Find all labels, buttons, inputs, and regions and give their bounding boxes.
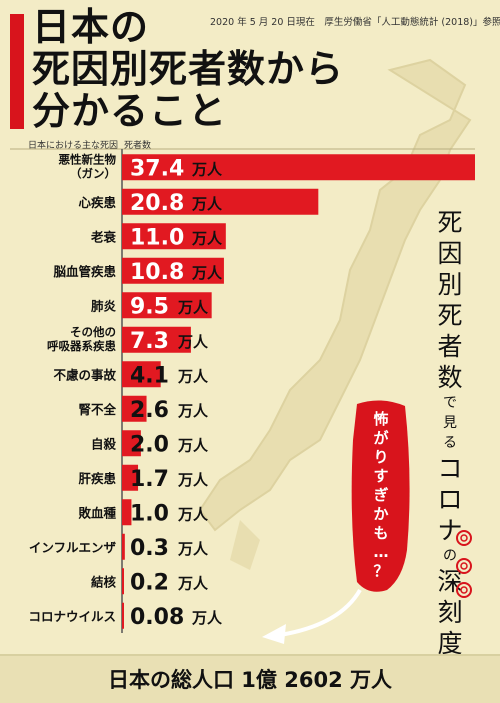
value-label: 2.0: [130, 432, 169, 457]
bar: [122, 499, 132, 526]
side-char: る: [443, 435, 457, 451]
spiral-icon: [456, 582, 472, 598]
category-label: 肝疾患: [78, 471, 116, 486]
value-label: 2.6: [130, 398, 169, 423]
source-note: 2020 年 5 月 20 日現在 厚生労働省「人工動態統計 (2018)」参照: [210, 17, 500, 28]
side-char: コ: [437, 454, 463, 483]
speech-callout: 怖 が り す ぎ か も … ？: [349, 400, 413, 600]
bar: [122, 533, 125, 560]
value-label: 1.0: [130, 501, 169, 526]
unit-label: 万人: [177, 574, 209, 592]
category-label: その他の呼吸器系疾患: [47, 325, 116, 353]
bar: [122, 292, 212, 319]
value-label: 4.1: [130, 363, 169, 388]
title-line-3: 分かること: [32, 89, 228, 133]
bar: [122, 361, 161, 388]
category-label: 腎不全: [78, 402, 116, 417]
value-label: 11.0: [130, 225, 184, 250]
total-population: 日本の総人口 1億 2602 万人: [108, 668, 392, 692]
callout-char: が: [373, 429, 389, 447]
value-label: 20.8: [130, 191, 184, 216]
callout-char: す: [373, 467, 389, 485]
unit-label: 万人: [177, 505, 209, 523]
value-label: 7.3: [130, 329, 169, 354]
cause-column-header: 日本における主な死因: [28, 141, 119, 151]
value-label: 0.2: [130, 570, 169, 595]
spiral-icons: [456, 530, 472, 598]
unit-label: 万人: [191, 609, 223, 627]
title-line-2: 死因別死者数から: [32, 47, 345, 91]
side-char: の: [443, 548, 457, 564]
page-title: 日本の 死因別死者数から 分かること: [32, 6, 344, 132]
unit-label: 万人: [177, 298, 209, 316]
side-char: 数: [437, 363, 463, 392]
bar: [122, 257, 224, 284]
side-caption: 死 因 別 死 者 数 で 見 る コ ロ ナ の 深 刻 度: [428, 207, 472, 659]
side-char: 度: [437, 629, 463, 658]
callout-char: り: [373, 448, 389, 466]
bar: [122, 464, 139, 491]
side-char: 別: [437, 270, 463, 299]
callout-char: も: [373, 524, 389, 542]
bar: [122, 568, 124, 595]
bar: [122, 395, 147, 422]
title-accent-bar: [10, 14, 24, 129]
category-label: 不慮の事故: [53, 367, 116, 382]
unit-label: 万人: [177, 333, 209, 351]
callout-char: …: [373, 543, 389, 561]
category-label: コロナウイルス: [28, 609, 116, 624]
bar: [122, 188, 319, 215]
category-label: 自殺: [91, 436, 117, 451]
value-label: 0.08: [130, 605, 184, 630]
bar: [122, 154, 475, 181]
bar: [122, 602, 124, 629]
category-label: 敗血種: [77, 505, 116, 520]
unit-label: 万人: [191, 195, 223, 213]
callout-char: ぎ: [373, 486, 389, 504]
value-label: 9.5: [130, 294, 169, 319]
category-label: 結核: [91, 574, 117, 589]
spiral-icon: [456, 530, 472, 546]
bar: [122, 223, 226, 250]
unit-label: 万人: [177, 436, 209, 454]
spiral-icon: [456, 558, 472, 574]
category-label: 脳血管疾患: [53, 264, 116, 279]
unit-label: 万人: [177, 471, 209, 489]
unit-label: 万人: [191, 229, 223, 247]
side-char: 者: [437, 332, 463, 361]
unit-label: 万人: [191, 160, 223, 178]
category-label: 悪性新生物（ガン）: [59, 152, 117, 180]
category-label: 肺炎: [91, 298, 117, 313]
unit-label: 万人: [191, 264, 223, 282]
side-char: で: [443, 395, 457, 411]
category-label: 心疾患: [78, 195, 116, 210]
arrow-to-covid-icon: [262, 588, 362, 644]
side-char: 刻: [437, 598, 463, 627]
bar: [122, 326, 191, 353]
value-label: 37.4: [130, 156, 184, 181]
unit-label: 万人: [177, 540, 209, 558]
side-char: 死: [437, 301, 463, 330]
side-char: ロ: [437, 485, 463, 514]
category-label: インフルエンザ: [29, 540, 117, 555]
side-char: 見: [443, 415, 457, 431]
footer-band: [0, 654, 500, 703]
value-label: 1.7: [130, 467, 169, 492]
bar: [122, 430, 141, 457]
unit-label: 万人: [177, 367, 209, 385]
deaths-column-header: 死者数: [124, 141, 152, 151]
callout-char: ？: [373, 562, 389, 580]
side-char: 死: [437, 208, 463, 237]
category-label: 老衰: [90, 229, 117, 244]
side-char: 因: [437, 239, 463, 268]
title-line-1: 日本の: [32, 5, 150, 49]
unit-label: 万人: [177, 402, 209, 420]
value-label: 10.8: [130, 260, 184, 285]
side-char: 深: [437, 567, 463, 596]
callout-char: 怖: [373, 410, 389, 428]
value-label: 0.3: [130, 536, 169, 561]
callout-char: か: [373, 505, 389, 523]
